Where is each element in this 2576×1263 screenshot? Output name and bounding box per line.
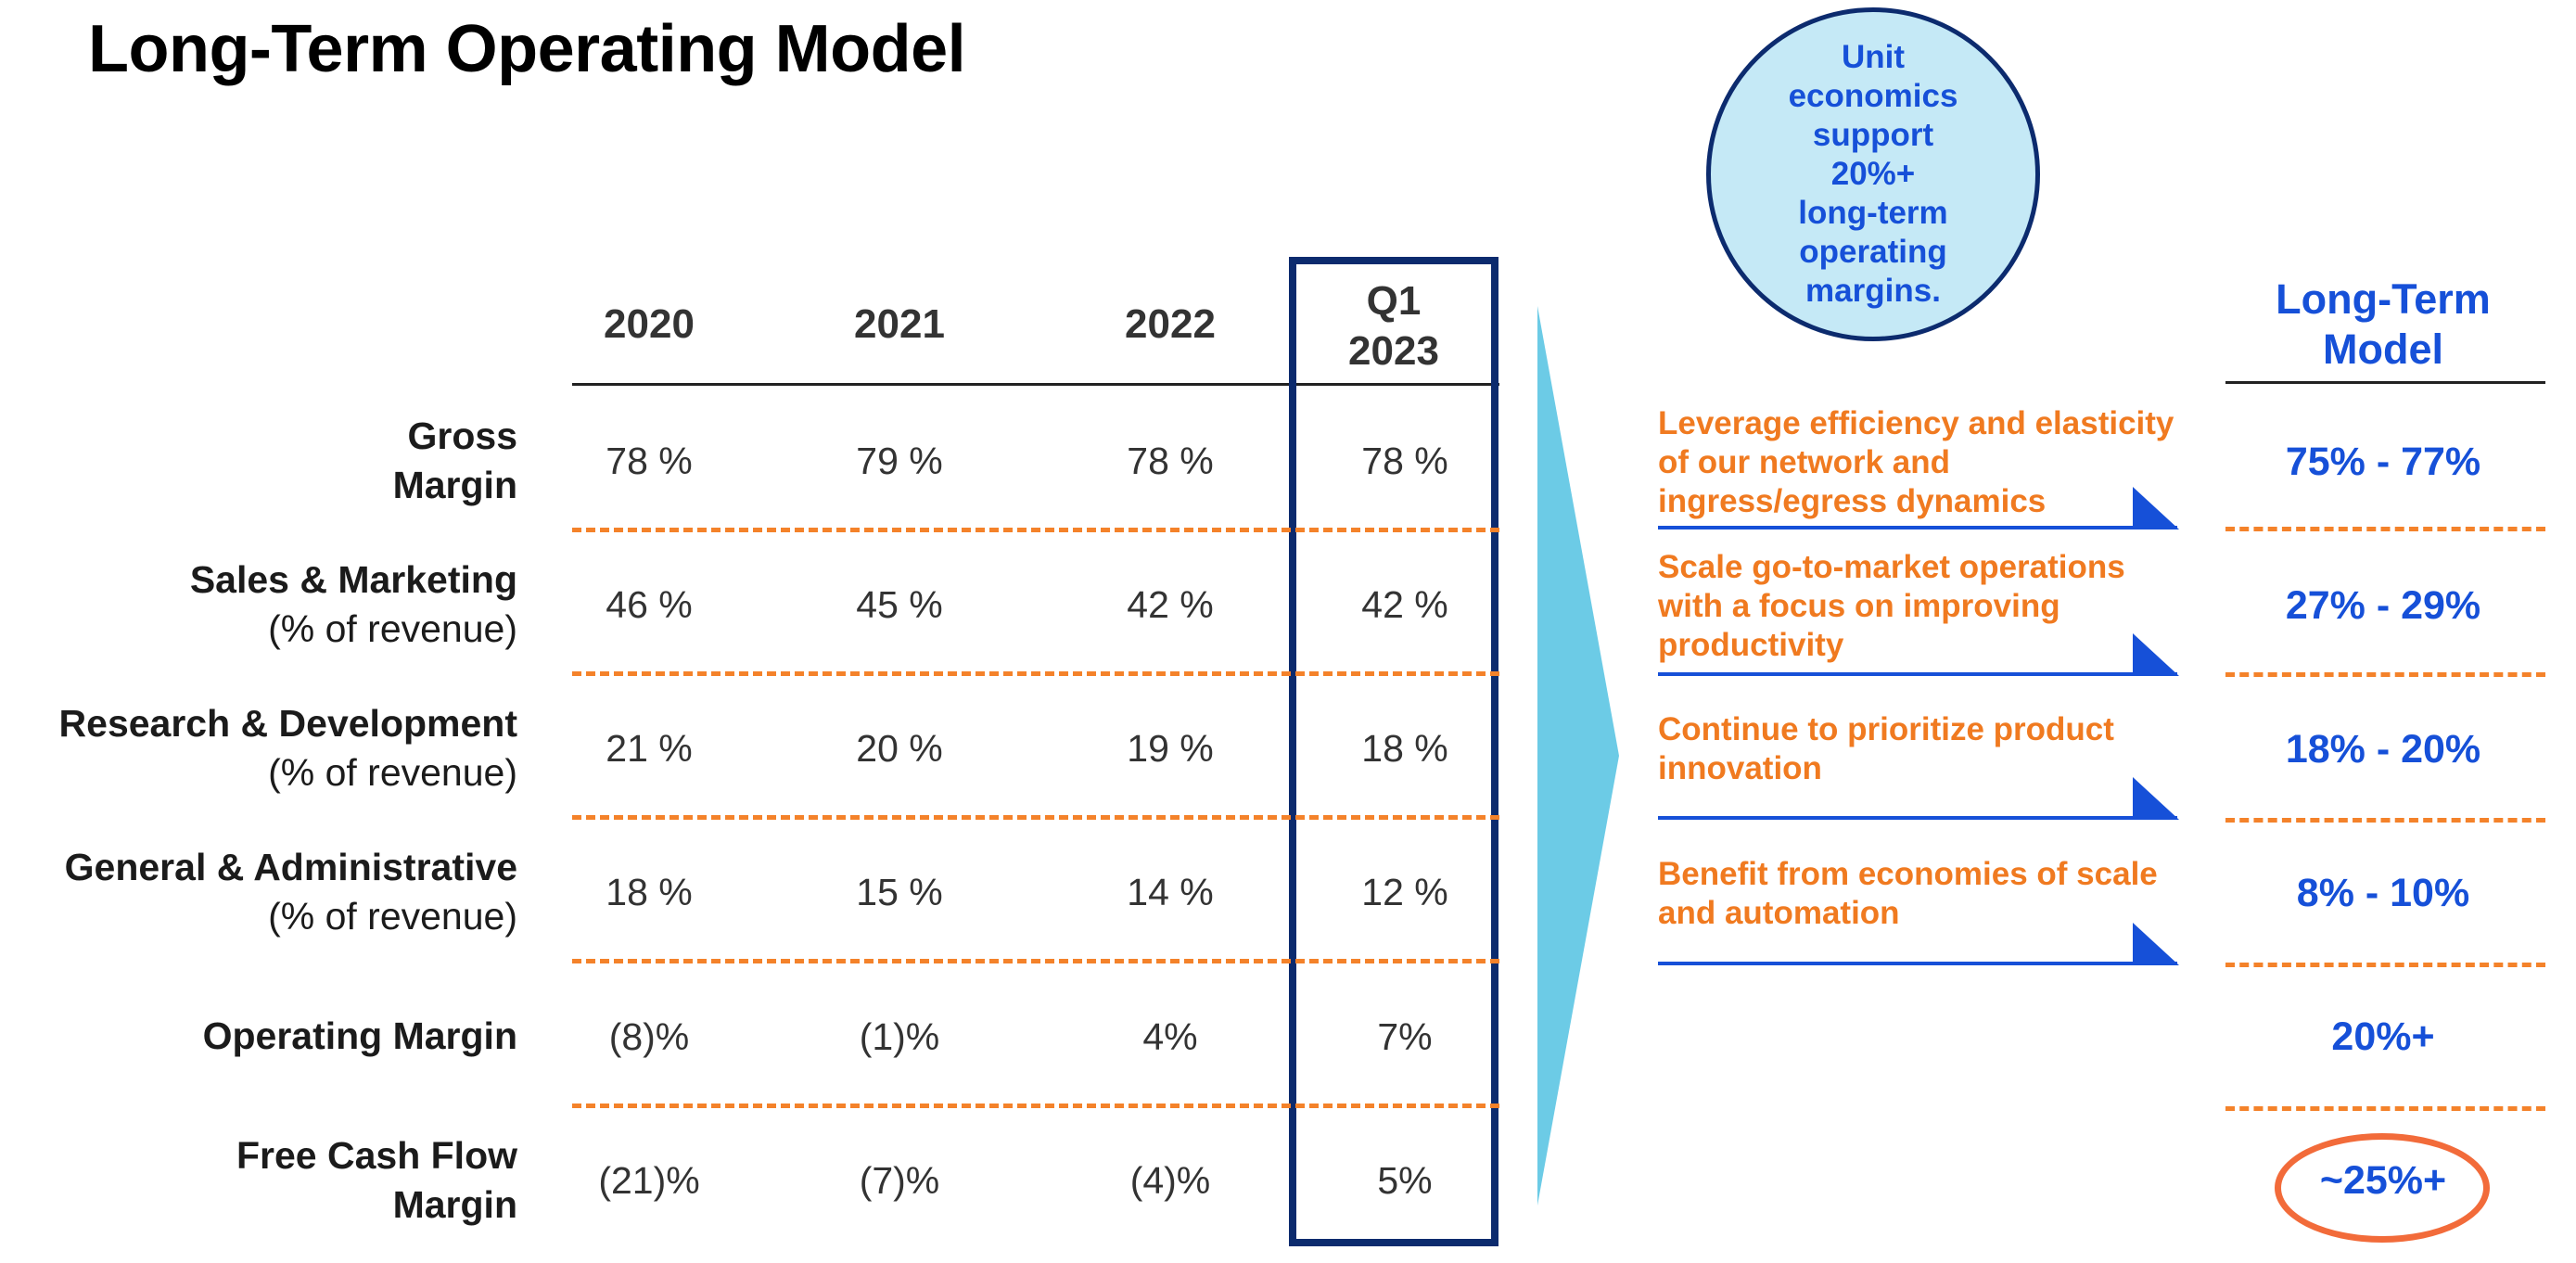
table-cell: (7)% — [859, 1159, 940, 1202]
target-sales-marketing: 27% - 29% — [2285, 583, 2481, 628]
target-separator — [2225, 527, 2545, 531]
row-label-main: Sales & Marketing — [189, 558, 517, 601]
bubble-text: Unit economics support 20%+ long-term op… — [1788, 39, 1958, 309]
table-cell: 12 % — [1361, 871, 1448, 913]
note-sales-marketing: Scale go-to-market operations with a foc… — [1658, 549, 2125, 663]
row-label-main: Gross — [407, 415, 518, 457]
target-separator — [2225, 672, 2545, 677]
target-separator — [2225, 1106, 2545, 1111]
table-cell: 20 % — [856, 727, 943, 770]
note-gross-margin: Leverage efficiency and elasticity of ou… — [1658, 405, 2174, 519]
row-label-main: General & Administrative — [64, 846, 517, 888]
table-cell: 7% — [1377, 1015, 1433, 1058]
table-cell: 18 % — [1361, 727, 1448, 770]
note-underline — [1658, 962, 2177, 965]
row-label-sub: Margin — [392, 1183, 517, 1226]
table-cell: 79 % — [856, 440, 943, 482]
row-label: General & Administrative (% of revenue) — [65, 843, 517, 941]
col-header-2020: 2020 — [604, 301, 695, 347]
note-pointer-icon — [2133, 777, 2179, 820]
table-cell: 42 % — [1361, 583, 1448, 626]
table-cell: (8)% — [608, 1015, 690, 1058]
col-header-2022: 2022 — [1125, 301, 1216, 347]
table-cell: 18 % — [606, 871, 693, 913]
row-label: Operating Margin — [203, 1012, 517, 1061]
row-label: Sales & Marketing (% of revenue) — [190, 555, 517, 654]
highlight-oval — [2275, 1133, 2490, 1243]
table-cell: 78 % — [606, 440, 693, 482]
unit-economics-bubble: Unit economics support 20%+ long-term op… — [1706, 7, 2040, 341]
table-cell: 78 % — [1361, 440, 1448, 482]
note-research-development: Continue to prioritize product innovatio… — [1658, 711, 2114, 786]
table-cell: 45 % — [856, 583, 943, 626]
row-separator — [572, 671, 1499, 676]
row-label-sub: (% of revenue) — [268, 751, 517, 794]
row-label: Gross Margin — [393, 412, 517, 510]
table-cell: (4)% — [1129, 1159, 1211, 1202]
table-cell: 4% — [1142, 1015, 1198, 1058]
row-label-main: Research & Development — [58, 702, 517, 745]
row-label-sub: (% of revenue) — [268, 607, 517, 650]
target-general-administrative: 8% - 10% — [2296, 871, 2470, 915]
note-underline — [1658, 672, 2177, 676]
row-separator — [572, 959, 1499, 963]
table-cell: 14 % — [1127, 871, 1214, 913]
row-label: Research & Development (% of revenue) — [59, 699, 517, 797]
header-rule — [572, 383, 1499, 386]
row-label-sub: (% of revenue) — [268, 895, 517, 938]
row-label-sub: Margin — [392, 464, 517, 506]
page-title: Long-Term Operating Model — [88, 12, 966, 86]
table-cell: (1)% — [859, 1015, 940, 1058]
col-header-q1-2023: Q1 2023 — [1348, 278, 1439, 374]
row-label-main: Free Cash Flow — [236, 1134, 517, 1177]
target-operating-margin: 20%+ — [2331, 1014, 2435, 1059]
table-cell: 19 % — [1127, 727, 1214, 770]
note-pointer-icon — [2133, 633, 2179, 676]
row-label-main: Operating Margin — [202, 1014, 517, 1057]
long-term-header-rule — [2225, 381, 2545, 384]
note-underline — [1658, 816, 2177, 820]
col-header-2021: 2021 — [854, 301, 945, 347]
note-underline — [1658, 526, 2177, 529]
q1-2023-highlight-box — [1289, 257, 1498, 1246]
row-label: Free Cash Flow Margin — [236, 1131, 517, 1230]
table-cell: 21 % — [606, 727, 693, 770]
row-separator — [572, 815, 1499, 820]
row-separator — [572, 1104, 1499, 1108]
table-cell: 46 % — [606, 583, 693, 626]
note-pointer-icon — [2133, 923, 2179, 965]
table-cell: (21)% — [598, 1159, 700, 1202]
target-separator — [2225, 818, 2545, 823]
target-gross-margin: 75% - 77% — [2285, 440, 2481, 484]
right-arrow-icon — [1537, 306, 1619, 1206]
table-cell: 5% — [1377, 1159, 1433, 1202]
long-term-model-header: Long-Term Model — [2276, 275, 2491, 373]
table-cell: 15 % — [856, 871, 943, 913]
target-separator — [2225, 963, 2545, 967]
note-general-administrative: Benefit from economies of scale and auto… — [1658, 856, 2158, 931]
row-separator — [572, 528, 1499, 532]
target-research-development: 18% - 20% — [2285, 727, 2481, 772]
note-pointer-icon — [2133, 487, 2179, 529]
table-cell: 78 % — [1127, 440, 1214, 482]
table-cell: 42 % — [1127, 583, 1214, 626]
